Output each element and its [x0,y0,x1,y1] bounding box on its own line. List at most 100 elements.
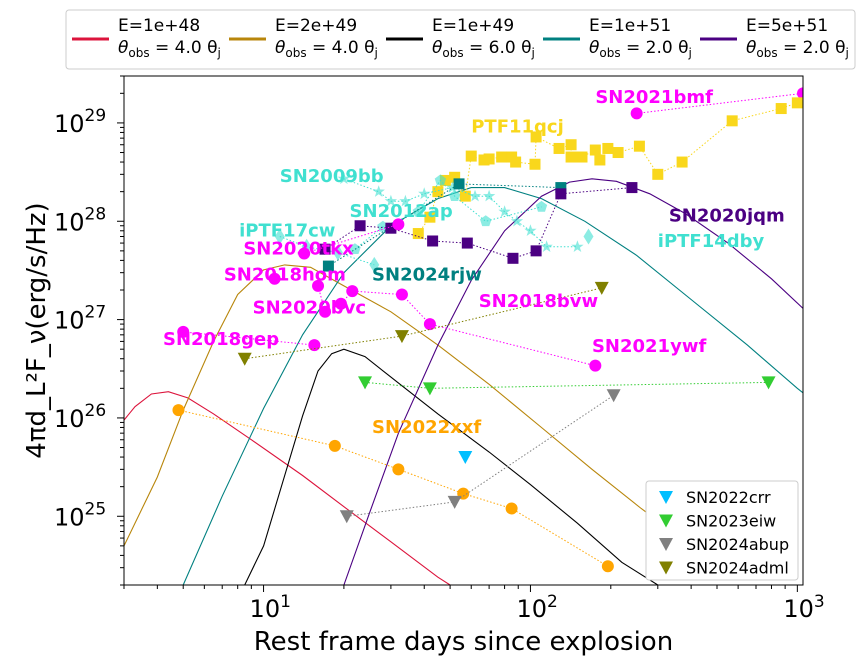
y-axis-label: 4πd_L²F_ν(erg/s/Hz) [22,202,52,458]
data-point [449,171,461,183]
data-point [483,153,495,165]
data-point [594,281,609,295]
model-curve-0 [124,391,451,585]
x-tick-label: 102 [516,592,557,623]
legend-marker [659,561,673,575]
legend-label: E=1e+48 [118,16,200,36]
annotation-SN2020bvc: SN2020bvc [253,298,366,319]
y-tick-label: 1025 [54,499,106,531]
series-iPTF14dby [583,228,594,245]
data-point [468,189,482,202]
legend-label: E=1e+49 [432,16,514,36]
data-point [507,252,519,264]
data-point [372,185,385,197]
series-SN2022crr [458,451,473,465]
legend-label: SN2024abup [686,535,789,554]
series-iPTF17cw [274,228,380,273]
data-point [453,178,465,190]
data-point [601,560,614,573]
legend-marker [659,538,673,551]
legend-label: SN2024adml [686,559,789,578]
model-curve-2 [244,348,659,585]
legend-sublabel: θobs = 4.0 θj [118,38,221,60]
data-point [337,172,351,185]
data-point [349,243,361,254]
data-point [298,247,311,260]
data-point [237,352,252,366]
series-line [304,223,399,254]
model-curves [124,178,803,585]
data-point [461,237,473,249]
y-tick-label: 1029 [54,106,106,138]
data-point [392,463,405,476]
data-point [399,194,412,207]
legend-bottom-item: SN2022crr [659,488,771,507]
annotation-SN2020tkx: SN2020tkx [243,238,354,259]
legend-bottom-item: SN2024adml [659,559,789,578]
data-point [540,240,553,252]
data-point [555,188,567,200]
x-tick-label: 103 [783,592,824,623]
legend-sublabel: θobs = 2.0 θj [589,38,692,60]
data-point [332,244,343,261]
legend-top-box [65,9,856,70]
data-point [268,272,281,285]
data-point [530,131,542,143]
data-point [432,186,444,198]
series-line [183,331,315,346]
data-point [172,404,185,417]
data-point [328,439,341,452]
data-point [676,156,688,168]
data-point [791,97,803,109]
data-point [726,115,738,127]
data-point [524,224,537,236]
data-point [346,285,359,298]
data-point [427,235,439,247]
model-curve-3 [182,187,803,585]
data-point [394,330,409,344]
data-point [354,220,366,232]
legend-bottom: SN2022crr SN2023eiw SN2024abup SN2024adml [645,480,799,581]
data-point [412,228,424,240]
annotation-SN2021bmf: SN2021bmf [595,87,713,108]
data-point [308,339,321,352]
series-SN2009bb [337,172,584,252]
legend-sublabel: θobs = 6.0 θj [432,38,535,60]
data-point [594,154,606,166]
data-point [334,297,347,310]
data-point [510,214,524,227]
series-line [178,409,609,567]
data-point [553,142,565,154]
data-point [565,151,577,163]
legend-marker [659,514,673,528]
data-point [446,181,459,193]
data-point [589,359,602,372]
legend-sublabel: θobs = 4.0 θj [275,38,378,60]
data-point [458,451,473,465]
series-SN2020tkx [298,218,405,260]
data-point [602,142,614,154]
data-point [424,211,436,223]
data-point [465,150,477,162]
data-point [530,245,542,257]
data-point [274,228,285,245]
data-point [423,318,436,331]
data-point [418,187,431,200]
legend-marker [659,491,673,504]
data-point [339,510,354,524]
legend-label: SN2023eiw [686,512,776,531]
data-point [358,376,373,390]
legend-bottom-item: SN2023eiw [659,512,776,531]
data-point [571,240,584,252]
data-point [482,189,496,202]
data-point [434,174,447,186]
x-tick-label: 101 [250,592,291,623]
annotation-SN2018hom: SN2018hom [224,264,346,285]
annotation-SN2012ap: SN2012ap [350,201,453,222]
y-tick-label: 1028 [54,204,106,236]
data-point [177,325,190,338]
data-point [606,389,621,403]
